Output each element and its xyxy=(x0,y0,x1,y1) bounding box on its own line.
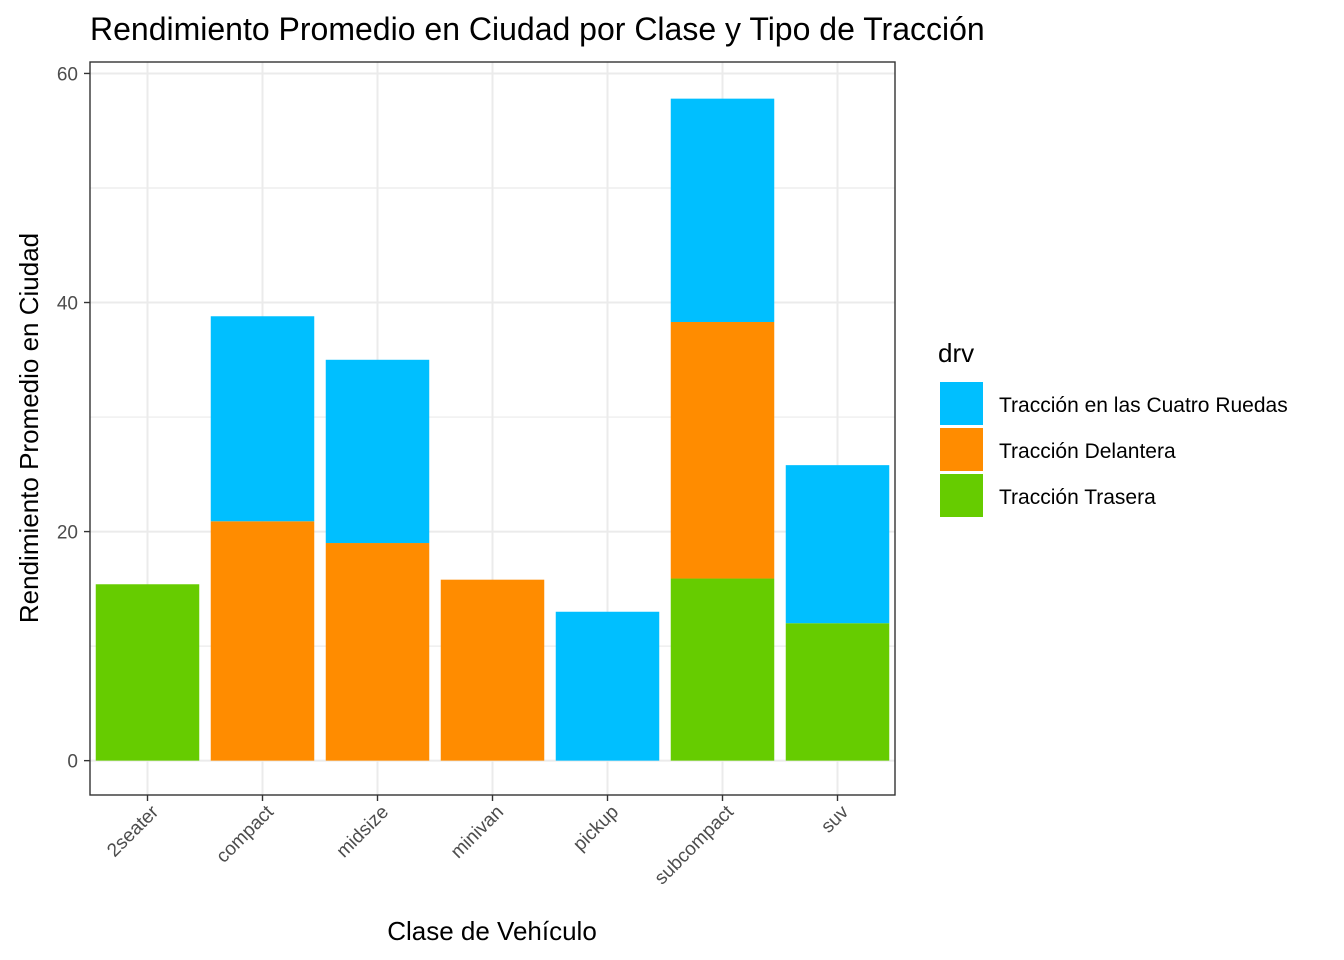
legend-label: Tracción Trasera xyxy=(999,486,1156,509)
bar-segment xyxy=(555,611,660,761)
y-tick-label: 20 xyxy=(57,523,78,544)
bar-segment xyxy=(325,543,430,761)
chart-title: Rendimiento Promedio en Ciudad por Clase… xyxy=(90,11,985,47)
bar-segment xyxy=(325,359,430,544)
bar-segment xyxy=(95,584,200,761)
y-tick-label: 40 xyxy=(57,294,78,315)
x-tick-label: pickup xyxy=(569,802,623,856)
y-tick-label: 0 xyxy=(67,752,78,773)
x-tick-label: suv xyxy=(817,801,853,837)
x-axis-title: Clase de Vehículo xyxy=(387,916,597,946)
bar-segment xyxy=(210,316,315,522)
bar-segment xyxy=(785,465,890,624)
legend-label: Tracción en las Cuatro Ruedas xyxy=(999,394,1288,417)
y-tick-label: 60 xyxy=(57,64,78,85)
x-tick-label: midsize xyxy=(333,802,393,862)
legend-label: Tracción Delantera xyxy=(999,440,1176,463)
legend-swatch xyxy=(940,474,983,517)
bars xyxy=(95,98,890,761)
legend-swatch xyxy=(940,428,983,471)
x-tick-label: minivan xyxy=(447,802,508,863)
y-axis-title: Rendimiento Promedio en Ciudad xyxy=(14,233,44,623)
x-tick-label: compact xyxy=(212,801,278,867)
plot-panel xyxy=(89,61,896,796)
bar-segment xyxy=(440,579,545,761)
bar-segment xyxy=(785,623,890,761)
bar-segment xyxy=(210,521,315,761)
y-axis: 0 20 40 60 xyxy=(57,64,90,773)
legend-title: drv xyxy=(938,338,974,368)
bar-segment xyxy=(670,578,775,761)
bar-segment xyxy=(670,321,775,579)
legend: drv Tracción en las Cuatro Ruedas Tracció… xyxy=(938,338,1288,517)
bar-segment xyxy=(670,98,775,322)
x-tick-label: subcompact xyxy=(651,801,739,889)
legend-swatch xyxy=(940,382,983,425)
x-tick-label: 2seater xyxy=(103,801,163,861)
x-axis: 2seater compact midsize minivan pickup subcom… xyxy=(103,795,853,889)
